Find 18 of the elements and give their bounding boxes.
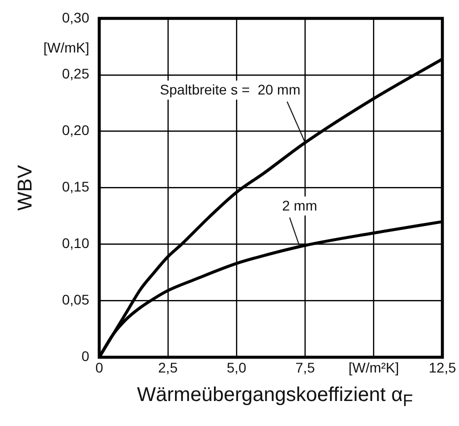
x-tick-label: 0 — [95, 359, 104, 376]
y-tick-label: 0,05 — [62, 292, 90, 308]
x-axis-title: Wärmeübergangskoeffizient α$_{F}$ — [136, 384, 414, 411]
text: [W/mK] — [43, 39, 90, 56]
y-tick-label: 0,15 — [62, 178, 90, 195]
y-tick-label: 0,10 — [62, 235, 90, 252]
y-tick-label: 0,20 — [62, 122, 90, 138]
annotation: 2 mm — [282, 197, 318, 214]
x-tick-label: 7,5 — [295, 359, 316, 376]
y-tick-label: 0,30 — [62, 9, 90, 26]
x-tick-label: [W/m²K] — [348, 359, 400, 376]
x-tick-label: 12,5 — [428, 359, 456, 376]
x-tick-label: 5,0 — [226, 359, 246, 376]
annotation: Spaltbreite s = 20 mm — [160, 81, 300, 98]
y-tick-label: 0 — [81, 348, 90, 364]
y-axis-title: WBV — [14, 164, 37, 211]
y-tick-label: 0,25 — [62, 66, 90, 82]
x-tick-label: 2,5 — [158, 359, 178, 376]
